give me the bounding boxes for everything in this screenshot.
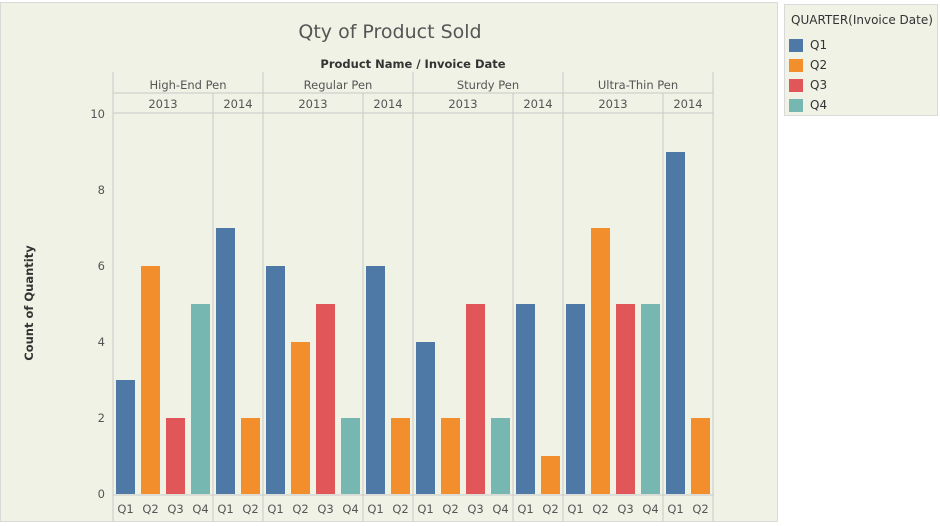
x-tick-label: Q1 [117, 502, 133, 516]
product-label: Sturdy Pen [457, 78, 519, 92]
product-label: Regular Pen [304, 78, 373, 92]
bar-q1 [116, 380, 135, 494]
x-tick-label: Q1 [667, 502, 683, 516]
year-label: 2013 [298, 97, 327, 111]
product-label: Ultra-Thin Pen [598, 78, 678, 92]
x-tick-label: Q3 [467, 502, 483, 516]
legend-swatch-q2 [789, 58, 803, 72]
bar-q3 [616, 304, 635, 494]
bar-q2 [391, 418, 410, 494]
year-label: 2014 [523, 97, 552, 111]
bar-q3 [466, 304, 485, 494]
x-tick-label: Q2 [292, 502, 308, 516]
legend-swatch-q3 [789, 78, 803, 92]
legend-swatch-q4 [789, 98, 803, 112]
legend-label-q2: Q2 [810, 58, 828, 72]
bar-q1 [516, 304, 535, 494]
year-label: 2013 [148, 97, 177, 111]
x-tick-label: Q1 [517, 502, 533, 516]
bar-q1 [366, 266, 385, 494]
legend-label-q1: Q1 [810, 38, 828, 52]
x-tick-label: Q2 [592, 502, 608, 516]
y-tick-label: 8 [98, 183, 105, 197]
x-tick-label: Q4 [642, 502, 658, 516]
y-tick-label: 10 [90, 107, 105, 121]
y-axis-label: Count of Quantity [22, 245, 36, 361]
legend-swatch-q1 [789, 38, 803, 52]
x-tick-label: Q4 [492, 502, 508, 516]
x-tick-label: Q2 [542, 502, 558, 516]
year-label: 2014 [223, 97, 252, 111]
x-tick-label: Q2 [442, 502, 458, 516]
x-tick-label: Q2 [242, 502, 258, 516]
y-tick-label: 4 [98, 335, 105, 349]
bar-q2 [591, 228, 610, 494]
bar-q4 [491, 418, 510, 494]
x-tick-label: Q4 [192, 502, 208, 516]
bar-q2 [141, 266, 160, 494]
x-tick-label: Q3 [167, 502, 183, 516]
year-label: 2014 [673, 97, 702, 111]
bar-chart: Qty of Product Sold Product Name / Invoic… [22, 21, 714, 521]
bar-q2 [691, 418, 710, 494]
bar-q4 [191, 304, 210, 494]
legend-item-q2[interactable]: Q2 [789, 58, 827, 72]
legend-title: QUARTER(Invoice Date) [791, 13, 933, 27]
bar-q1 [216, 228, 235, 494]
bar-q2 [541, 456, 560, 494]
x-tick-label: Q1 [217, 502, 233, 516]
x-tick-label: Q2 [392, 502, 408, 516]
legend: QUARTER(Invoice Date) Q1 Q2 Q3 Q4 [784, 4, 938, 116]
legend-item-q3[interactable]: Q3 [789, 78, 827, 92]
bar-q1 [416, 342, 435, 494]
x-tick-label: Q3 [317, 502, 333, 516]
y-tick-label: 0 [98, 487, 105, 501]
header-label: Product Name / Invoice Date [320, 57, 505, 71]
x-tick-label: Q1 [267, 502, 283, 516]
x-tick-label: Q4 [342, 502, 358, 516]
chart-title: Qty of Product Sold [298, 21, 481, 43]
bar-q3 [316, 304, 335, 494]
legend-item-q4[interactable]: Q4 [789, 98, 827, 112]
year-label: 2014 [373, 97, 402, 111]
x-tick-label: Q1 [367, 502, 383, 516]
bar-q1 [666, 152, 685, 494]
bar-q3 [166, 418, 185, 494]
year-label: 2013 [598, 97, 627, 111]
bar-q1 [566, 304, 585, 494]
bar-q4 [341, 418, 360, 494]
bar-q2 [441, 418, 460, 494]
y-tick-label: 6 [98, 259, 105, 273]
legend-label-q4: Q4 [810, 98, 828, 112]
bar-q4 [641, 304, 660, 494]
y-tick-label: 2 [98, 411, 105, 425]
year-label: 2013 [448, 97, 477, 111]
bar-q1 [266, 266, 285, 494]
x-tick-label: Q1 [567, 502, 583, 516]
x-tick-label: Q1 [417, 502, 433, 516]
legend-item-q1[interactable]: Q1 [789, 38, 827, 52]
x-tick-label: Q3 [617, 502, 633, 516]
legend-label-q3: Q3 [810, 78, 828, 92]
x-tick-label: Q2 [142, 502, 158, 516]
bar-q2 [291, 342, 310, 494]
product-label: High-End Pen [150, 78, 227, 92]
chart-panel: Qty of Product Sold Product Name / Invoic… [0, 2, 778, 522]
bar-q2 [241, 418, 260, 494]
x-tick-label: Q2 [692, 502, 708, 516]
